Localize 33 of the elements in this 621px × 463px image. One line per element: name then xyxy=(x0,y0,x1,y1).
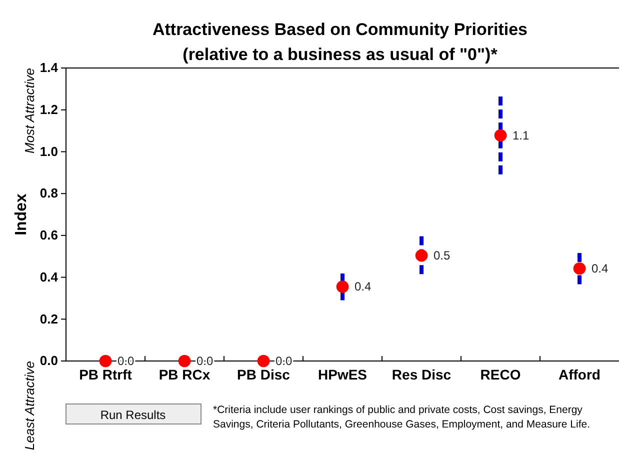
x-tick-label: Afford xyxy=(558,366,600,382)
point xyxy=(257,354,270,368)
y-tick-label: 0.4 xyxy=(40,269,59,284)
y-tick-label: 0.8 xyxy=(40,186,58,201)
x-tick-label: PB Rtrft xyxy=(79,366,132,382)
data-label: 0.5 xyxy=(434,248,451,263)
y-tick-label: 0.6 xyxy=(40,228,58,243)
y-tick-label: 0.0 xyxy=(40,353,58,368)
text: Least Attractive xyxy=(22,361,37,450)
x-tick-label: PB RCx xyxy=(158,366,210,382)
data-label: 0.4 xyxy=(592,261,609,276)
chart-title: Attractiveness Based on Community Priorities xyxy=(152,20,528,39)
x-tick-label: RECO xyxy=(480,366,521,382)
point xyxy=(494,129,507,142)
y-tick-label: 1.2 xyxy=(40,102,58,118)
data-label: 0.4 xyxy=(354,280,372,294)
x-tick-label: PB Disc xyxy=(237,366,290,382)
x-tick-label: Res Disc xyxy=(392,366,452,382)
text: *Criteria include user rankings of public and private costs, Cost savings, Energy Savings, Criteria Pollutants, Greenhouse Gases, Employment, and Measure Life. xyxy=(213,404,590,431)
point xyxy=(336,280,349,293)
y-tick-label: 0.2 xyxy=(40,311,58,326)
chart-subtitle: (relative to a business as usual of "0")* xyxy=(182,45,498,64)
point xyxy=(415,249,428,262)
point xyxy=(573,262,586,275)
run-results-button: Run Results xyxy=(66,404,202,424)
y-axis-title: Index xyxy=(13,194,30,236)
y-tick-label: 1.0 xyxy=(40,144,58,159)
x-tick-label: HPwES xyxy=(318,366,368,382)
point xyxy=(99,354,112,368)
data-label: 1.1 xyxy=(512,128,530,142)
y-tick-label: 1.4 xyxy=(40,60,59,76)
text: Most Attractive xyxy=(22,68,37,154)
point xyxy=(178,354,191,368)
